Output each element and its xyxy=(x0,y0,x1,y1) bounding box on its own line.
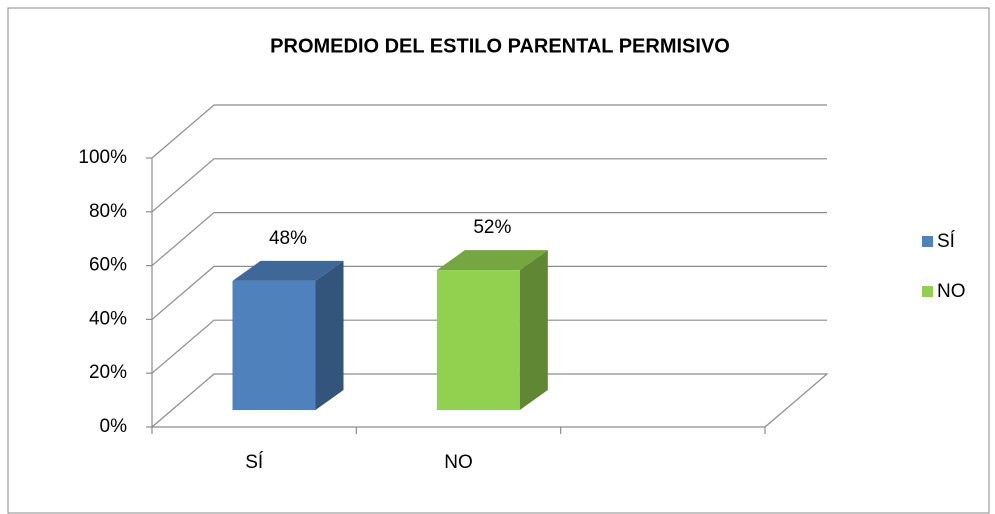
legend-label: NO xyxy=(937,281,966,302)
bar-front xyxy=(436,270,520,411)
grid-line xyxy=(151,104,827,159)
bar-top xyxy=(436,250,548,271)
y-tick-label: 60% xyxy=(89,255,127,276)
x-tick-label: NO xyxy=(444,452,473,473)
legend-label: SÍ xyxy=(937,231,956,252)
y-tick-label: 20% xyxy=(89,362,127,383)
data-label: 52% xyxy=(473,217,511,238)
y-tick-label: 80% xyxy=(89,201,127,222)
legend-swatch xyxy=(922,236,933,247)
grid-line xyxy=(151,265,827,320)
bar xyxy=(232,260,344,411)
data-label: 48% xyxy=(269,228,307,249)
chart-title: PROMEDIO DEL ESTILO PARENTAL PERMISIVO xyxy=(270,35,730,57)
grid-line xyxy=(151,158,827,213)
bar xyxy=(436,250,548,411)
grid-line xyxy=(151,212,827,267)
y-tick-label: 0% xyxy=(100,416,128,437)
grid-line xyxy=(151,319,827,374)
bar-top xyxy=(232,260,344,281)
y-tick-label: 100% xyxy=(78,147,127,168)
bar-side xyxy=(519,250,548,411)
bar-side xyxy=(315,260,344,411)
y-tick-label: 40% xyxy=(89,308,127,329)
bar-front xyxy=(232,280,316,411)
legend-swatch xyxy=(922,286,933,297)
x-tick-label: SÍ xyxy=(245,452,264,473)
